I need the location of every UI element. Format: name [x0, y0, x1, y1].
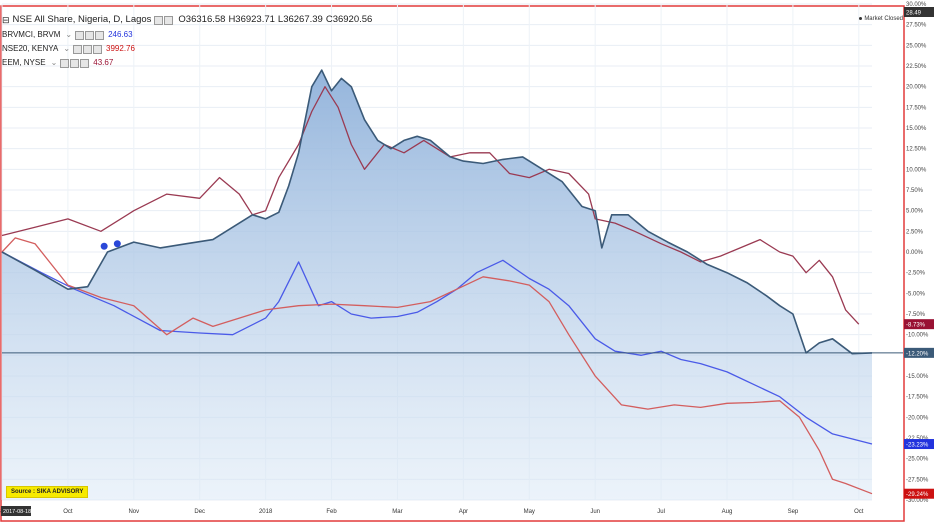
y-tick-label: -22.50%: [906, 436, 929, 442]
y-tick-label: -27.50%: [906, 477, 929, 483]
y-tick-label: -10.00%: [906, 333, 929, 339]
y-tick-label: -5.00%: [906, 291, 926, 297]
market-status-text: Market Closed: [864, 16, 903, 22]
legend-overlay-value: 246.63: [108, 30, 133, 39]
y-tick-label: -17.50%: [906, 395, 929, 401]
settings-icon[interactable]: [85, 30, 95, 40]
x-tick-label: Jun: [590, 509, 600, 515]
chevron-down-icon[interactable]: ⌄: [50, 58, 58, 67]
legend-overlay-row: EEM, NYSE ⌄ 43.67: [2, 56, 375, 70]
value-badge-label: 28.49: [906, 11, 922, 17]
x-tick-label: Dec: [194, 509, 205, 515]
y-tick-label: 10.00%: [906, 167, 927, 173]
series-line: [1, 237, 873, 495]
collapse-icon[interactable]: ⊟: [2, 14, 10, 25]
visibility-icon[interactable]: [60, 58, 70, 68]
legend-overlay-value: 3992.76: [106, 44, 135, 53]
y-tick-label: -25.00%: [906, 457, 929, 463]
x-tick-label: Mar: [392, 509, 402, 515]
y-tick-label: 2.50%: [906, 229, 924, 235]
legend-close: C36920.56: [325, 14, 373, 26]
legend-open: O36316.58: [178, 14, 226, 26]
date-badge-bg: [1, 506, 31, 516]
legend-low: L36267.39: [277, 14, 323, 26]
value-badge-label: -8.73%: [906, 323, 926, 329]
y-tick-label: 22.50%: [906, 64, 927, 70]
chevron-down-icon[interactable]: ⌄: [65, 30, 73, 39]
main-series-area: [2, 70, 872, 500]
y-axis: 30.00% 27.50% 25.00% 22.50% 20.00% 17.50% 15.0…: [906, 2, 929, 504]
chart-border: [0, 5, 905, 522]
value-badge-bg: [904, 488, 934, 499]
y-tick-label: 20.00%: [906, 85, 927, 91]
y-tick-label: 7.50%: [906, 188, 924, 194]
x-tick-label: Jul: [657, 509, 665, 515]
close-icon[interactable]: [93, 44, 103, 54]
y-tick-label: 30.00%: [906, 2, 927, 8]
x-tick-label: May: [524, 509, 535, 515]
value-badge-bg: [904, 347, 934, 358]
visibility-icon[interactable]: [73, 44, 83, 54]
y-tick-label: 25.00%: [906, 43, 927, 49]
y-tick-label: 15.00%: [906, 126, 927, 132]
source-badge: Source : SIKA ADVISORY: [6, 486, 89, 498]
close-icon[interactable]: [80, 58, 90, 68]
y-tick-label: 12.50%: [906, 147, 927, 153]
value-badge-label: -29.24%: [906, 492, 929, 498]
y-tick-label: 5.00%: [906, 209, 924, 215]
settings-icon[interactable]: [70, 58, 80, 68]
x-tick-label: Feb: [326, 509, 337, 515]
y-tick-label: 27.50%: [906, 23, 927, 29]
x-tick-label: Sep: [788, 509, 799, 515]
event-marker: [100, 242, 108, 250]
series-line: [1, 86, 860, 325]
value-badges: 28.49 -8.73% -12.20% -23.23% -29.24%: [904, 7, 934, 499]
value-badge-label: -12.20%: [906, 351, 929, 357]
x-tick-label: Aug: [722, 509, 733, 515]
y-tick-label: -20.00%: [906, 415, 929, 421]
y-tick-label: -15.00%: [906, 374, 929, 380]
value-badge-bg: [904, 7, 934, 17]
x-tick-label: Apr: [459, 509, 468, 515]
event-marker: [113, 240, 121, 248]
legend-overlay-name: EEM, NYSE: [2, 58, 46, 67]
x-axis: SepOctNovDec2018FebMarAprMayJunJulAugSep…: [0, 506, 864, 516]
chevron-down-icon[interactable]: ⌄: [63, 44, 71, 53]
status-dot-icon: [859, 16, 863, 20]
close-icon[interactable]: [95, 30, 105, 40]
legend-main-row: ⊟ NSE All Share, Nigeria, D, Lagos O3631…: [2, 12, 375, 28]
series-line: [1, 69, 873, 355]
legend-overlay-name: BRVMCI, BRVM: [2, 30, 61, 39]
y-tick-label: 0.00%: [906, 250, 924, 256]
main-area-layer: [2, 70, 872, 500]
y-tick-label: -30.00%: [906, 498, 929, 504]
settings-icon[interactable]: [164, 15, 174, 25]
y-tick-label: -2.50%: [906, 271, 926, 277]
event-markers: [100, 240, 121, 250]
value-badge-bg: [904, 319, 934, 330]
x-tick-label: Oct: [63, 509, 73, 515]
series-lines-layer: [1, 69, 903, 495]
legend-overlay-row: BRVMCI, BRVM ⌄ 246.63: [2, 28, 375, 42]
legend-overlay-value: 43.67: [93, 58, 114, 67]
x-tick-label: 2018: [259, 509, 273, 515]
legend-main-name: NSE All Share, Nigeria, D, Lagos: [12, 14, 152, 26]
legend: ⊟ NSE All Share, Nigeria, D, Lagos O3631…: [2, 12, 375, 70]
visibility-icon[interactable]: [154, 15, 164, 25]
x-tick-label: Nov: [128, 509, 139, 515]
x-tick-label: Oct: [854, 509, 864, 515]
settings-icon[interactable]: [83, 44, 93, 54]
value-badge-label: -23.23%: [906, 443, 929, 449]
y-tick-label: 17.50%: [906, 105, 927, 111]
market-status: Market Closed: [859, 16, 903, 22]
visibility-icon[interactable]: [75, 30, 85, 40]
legend-overlay-name: NSE20, KENYA: [2, 44, 59, 53]
legend-overlay-row: NSE20, KENYA ⌄ 3992.76: [2, 42, 375, 56]
y-tick-label: -7.50%: [906, 312, 926, 318]
value-badge-bg: [904, 439, 934, 450]
legend-high: H36923.71: [228, 14, 275, 26]
date-badge-label: 2017-08-18: [3, 509, 31, 515]
